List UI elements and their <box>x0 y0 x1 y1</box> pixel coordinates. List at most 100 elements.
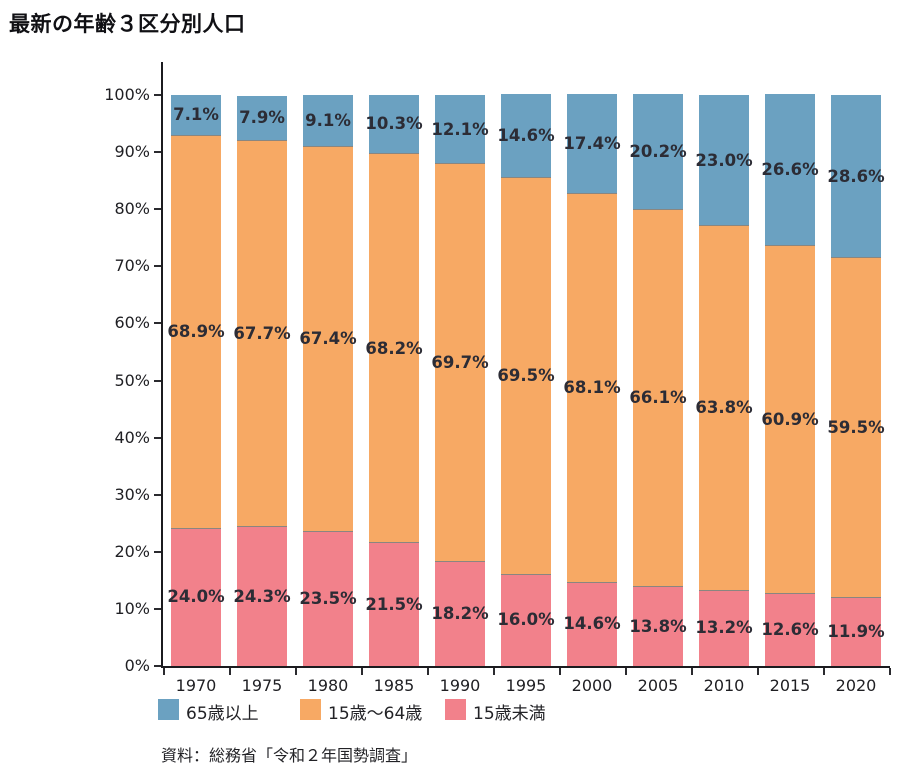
bar-value-label: 17.4% <box>563 134 621 154</box>
bar-segment-65歳以上 <box>501 94 551 178</box>
x-axis-tick <box>823 668 825 675</box>
bar-value-label: 68.2% <box>365 338 423 358</box>
bar-segment-15歳〜64歳 <box>171 135 221 529</box>
bar-value-label: 10.3% <box>365 114 423 134</box>
bar-value-label: 18.2% <box>431 604 489 624</box>
segment-divider <box>237 526 287 528</box>
y-axis-tick <box>154 322 162 325</box>
segment-divider <box>501 176 551 178</box>
segment-divider <box>237 139 287 141</box>
bar-segment-15歳未満 <box>171 528 221 666</box>
bar-value-label: 60.9% <box>761 410 819 430</box>
y-axis-tick <box>154 208 162 211</box>
bar-segment-65歳以上 <box>303 95 353 147</box>
bar-segment-65歳以上 <box>765 94 815 247</box>
segment-divider <box>699 225 749 227</box>
bar-value-label: 66.1% <box>629 388 687 408</box>
y-axis-line <box>161 62 163 668</box>
bar-segment-65歳以上 <box>699 95 749 227</box>
bar-value-label: 68.1% <box>563 378 621 398</box>
segment-divider <box>765 593 815 595</box>
segment-divider <box>435 163 485 165</box>
y-axis-tick <box>154 607 162 610</box>
x-axis-category-label: 2005 <box>637 676 679 695</box>
x-axis-category-label: 1970 <box>175 676 217 695</box>
segment-divider <box>567 581 617 583</box>
bar-segment-65歳以上 <box>633 94 683 210</box>
bar-segment-65歳以上 <box>567 94 617 194</box>
bar-value-label: 69.5% <box>497 366 555 386</box>
bar-value-label: 26.6% <box>761 160 819 180</box>
x-axis-category-label: 2015 <box>769 676 811 695</box>
y-axis-tick <box>154 550 162 553</box>
y-axis-tick <box>154 493 162 496</box>
segment-divider <box>633 208 683 210</box>
legend-label: 15歳未満 <box>473 704 546 724</box>
legend-swatch <box>445 699 466 720</box>
bar-segment-15歳未満 <box>633 587 683 666</box>
bar-segment-65歳以上 <box>237 95 287 141</box>
x-axis-line <box>161 666 890 668</box>
bar-value-label: 16.0% <box>497 610 555 630</box>
bar-segment-15歳未満 <box>303 531 353 666</box>
bar-segment-15歳未満 <box>699 590 749 666</box>
bar-value-label: 12.6% <box>761 620 819 640</box>
y-axis-tick <box>154 94 162 96</box>
x-axis-tick <box>559 668 561 675</box>
bar-segment-15歳〜64歳 <box>633 209 683 588</box>
x-axis-category-label: 1995 <box>505 676 547 695</box>
bar-segment-15歳未満 <box>237 527 287 666</box>
bar-value-label: 28.6% <box>827 166 885 186</box>
y-axis-tick-label: 50% <box>114 370 150 390</box>
y-axis-tick-label: 80% <box>114 199 150 219</box>
bar-value-label: 67.4% <box>299 329 357 349</box>
bar-segment-65歳以上 <box>171 95 221 136</box>
bar-segment-65歳以上 <box>831 95 881 259</box>
legend-swatch <box>300 699 321 720</box>
legend-label: 15歳〜64歳 <box>328 704 423 724</box>
bar-segment-15歳未満 <box>567 582 617 666</box>
x-axis-tick <box>295 668 297 675</box>
segment-divider <box>435 561 485 563</box>
page-title: 最新の年齢３区分別人口 <box>9 12 246 36</box>
bar-segment-15歳〜64歳 <box>369 153 419 544</box>
y-axis-tick-label: 0% <box>124 656 150 675</box>
bar-segment-15歳未満 <box>765 594 815 666</box>
bar-segment-15歳未満 <box>501 574 551 666</box>
y-axis-tick-label: 40% <box>114 427 150 447</box>
y-axis-tick-label: 20% <box>114 541 150 561</box>
bar-value-label: 23.5% <box>299 588 357 608</box>
segment-divider <box>501 573 551 575</box>
bar-segment-15歳〜64歳 <box>831 258 881 599</box>
segment-divider <box>633 586 683 588</box>
bar-value-label: 69.7% <box>431 353 489 373</box>
y-axis-tick <box>154 436 162 439</box>
x-axis-tick <box>625 668 627 675</box>
segment-divider <box>567 192 617 194</box>
bar-value-label: 12.1% <box>431 119 489 139</box>
segment-divider <box>303 530 353 532</box>
bar-value-label: 14.6% <box>563 614 621 634</box>
segment-divider <box>831 597 881 599</box>
bar-segment-15歳〜64歳 <box>435 164 485 563</box>
bar-value-label: 59.5% <box>827 418 885 438</box>
y-axis-tick <box>154 265 162 268</box>
segment-divider <box>369 152 419 154</box>
y-axis-tick-label: 30% <box>114 484 150 504</box>
segment-divider <box>303 145 353 147</box>
bar-value-label: 63.8% <box>695 398 753 418</box>
bar-value-label: 21.5% <box>365 594 423 614</box>
legend-swatch <box>158 699 179 720</box>
x-axis-tick <box>691 668 693 675</box>
bar-value-label: 68.9% <box>167 322 225 342</box>
x-axis-tick <box>163 668 165 675</box>
bar-segment-15歳未満 <box>831 598 881 666</box>
bar-segment-15歳〜64歳 <box>765 246 815 595</box>
x-axis-tick <box>889 668 891 675</box>
bar-segment-15歳〜64歳 <box>237 140 287 528</box>
bar-segment-65歳以上 <box>369 95 419 154</box>
bar-value-label: 24.0% <box>167 587 225 607</box>
y-axis-tick-label: 90% <box>114 142 150 162</box>
